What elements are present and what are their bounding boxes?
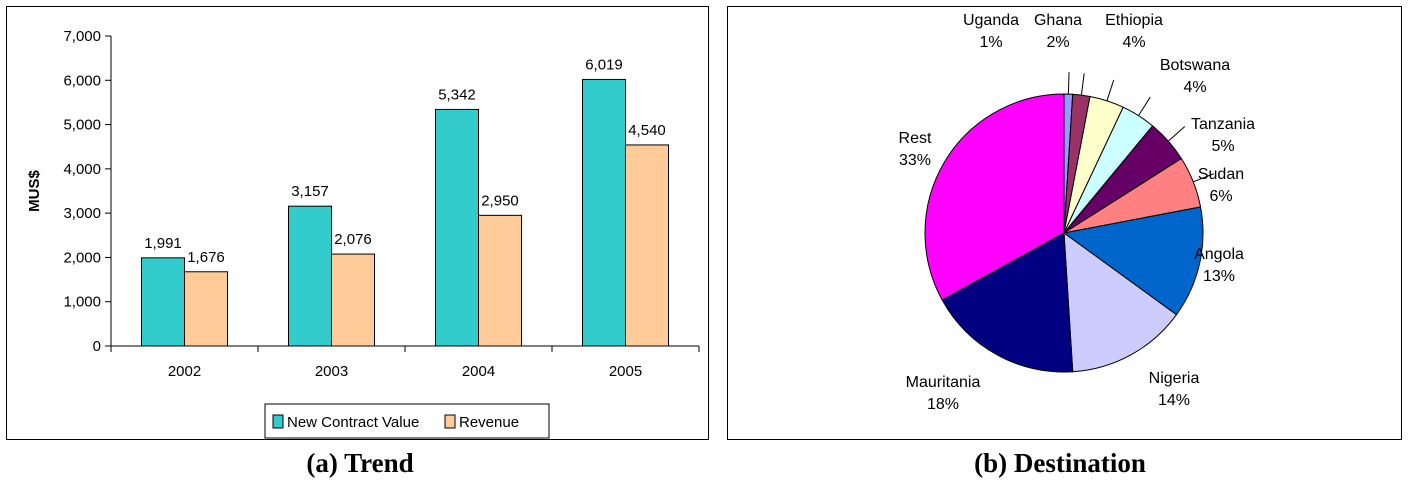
y-tick-label: 0 bbox=[93, 338, 101, 355]
bar-new-contract-value bbox=[582, 78, 626, 347]
x-tick-label: 2004 bbox=[462, 363, 495, 380]
slice-percent-label: 4% bbox=[1183, 79, 1206, 96]
data-label: 4,540 bbox=[628, 122, 666, 139]
bar-revenue bbox=[625, 144, 669, 347]
data-label: 5,342 bbox=[438, 86, 476, 103]
data-label: 2,950 bbox=[481, 192, 519, 209]
slice-angola bbox=[1062, 206, 1204, 316]
leader-line bbox=[1067, 72, 1070, 95]
slice-nigeria bbox=[1063, 231, 1178, 373]
leader-line bbox=[1138, 96, 1151, 116]
slice-percent-label: 2% bbox=[1046, 34, 1069, 51]
bar-revenue bbox=[478, 214, 522, 347]
slice-mauritania bbox=[941, 232, 1074, 373]
y-tick-label: 1,000 bbox=[63, 294, 101, 311]
x-tick-label: 2005 bbox=[609, 363, 642, 380]
caption-trend: (a) Trend bbox=[306, 448, 414, 478]
y-tick-label: 7,000 bbox=[63, 28, 101, 45]
slice-name-label: Angola bbox=[1194, 246, 1244, 263]
legend-swatch bbox=[272, 414, 284, 429]
y-tick-label: 5,000 bbox=[63, 117, 101, 134]
slice-name-label: Nigeria bbox=[1149, 370, 1200, 387]
bar-chart-panel: 0 1,000 2,000 3,000 4,000 5,000 6,000 7,000 MUS$… bbox=[6, 6, 709, 440]
slice-name-label: Mauritania bbox=[906, 374, 981, 391]
pie-chart: Uganda 1% Ghana 2% Ethiopia 4% Botswana 4% Tanza… bbox=[899, 12, 1256, 413]
bar-new-contract-value bbox=[435, 108, 479, 347]
y-tick-label: 3,000 bbox=[63, 205, 101, 222]
bar-new-contract-value bbox=[141, 257, 185, 347]
slice-name-label: Sudan bbox=[1198, 166, 1244, 183]
bar-revenue bbox=[331, 253, 375, 347]
slice-name-label: Botswana bbox=[1160, 57, 1230, 74]
bar-revenue bbox=[184, 271, 228, 347]
data-label: 1,991 bbox=[144, 235, 182, 252]
data-label: 2,076 bbox=[334, 231, 372, 248]
slice-percent-label: 13% bbox=[1203, 268, 1235, 285]
legend-label: New Contract Value bbox=[287, 414, 419, 431]
x-tick-label: 2003 bbox=[315, 363, 348, 380]
slice-name-label: Rest bbox=[899, 130, 932, 147]
slice-percent-label: 6% bbox=[1209, 188, 1232, 205]
slice-name-label: Ethiopia bbox=[1105, 12, 1163, 29]
bar-new-contract-value bbox=[288, 205, 332, 347]
caption-destination: (b) Destination bbox=[974, 448, 1146, 478]
leader-line bbox=[1193, 173, 1214, 183]
y-tick-label: 2,000 bbox=[63, 249, 101, 266]
slice-rest bbox=[924, 93, 1065, 301]
pie-chart-panel: Uganda 1% Ghana 2% Ethiopia 4% Botswana 4% Tanza… bbox=[727, 6, 1402, 440]
y-tick-label: 4,000 bbox=[63, 161, 101, 178]
slice-name-label: Uganda bbox=[963, 12, 1019, 29]
data-label: 6,019 bbox=[585, 56, 623, 73]
slice-percent-label: 14% bbox=[1158, 392, 1190, 409]
leader-line bbox=[1167, 126, 1186, 142]
data-label: 1,676 bbox=[187, 249, 225, 266]
slice-percent-label: 4% bbox=[1122, 34, 1145, 51]
bar-chart: 0 1,000 2,000 3,000 4,000 5,000 6,000 7,000 MUS$… bbox=[26, 28, 700, 439]
leader-line bbox=[1106, 79, 1115, 101]
y-tick-label: 6,000 bbox=[63, 72, 101, 89]
y-axis-title: MUS$ bbox=[26, 170, 43, 212]
slice-percent-label: 5% bbox=[1211, 138, 1234, 155]
legend-label: Revenue bbox=[459, 414, 519, 431]
slice-percent-label: 33% bbox=[899, 152, 931, 169]
legend-box bbox=[264, 403, 550, 439]
slice-percent-label: 18% bbox=[927, 396, 959, 413]
slice-percent-label: 1% bbox=[979, 34, 1002, 51]
x-tick-label: 2002 bbox=[168, 363, 201, 380]
legend-swatch bbox=[444, 414, 456, 429]
leader-line bbox=[1080, 73, 1085, 96]
data-label: 3,157 bbox=[291, 183, 329, 200]
slice-name-label: Tanzania bbox=[1191, 116, 1255, 133]
slice-name-label: Ghana bbox=[1034, 12, 1082, 29]
